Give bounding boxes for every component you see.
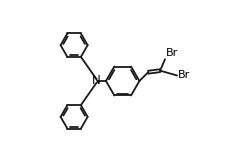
Text: N: N [92,75,101,87]
Text: Br: Br [166,48,178,58]
Text: Br: Br [178,70,190,80]
